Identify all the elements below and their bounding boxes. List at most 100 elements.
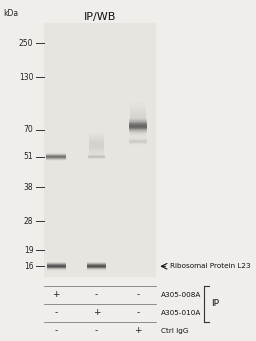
Bar <box>130 110 146 112</box>
Text: IP/WB: IP/WB <box>84 12 116 21</box>
Bar <box>130 138 146 139</box>
Bar <box>129 129 146 130</box>
Bar <box>129 131 146 132</box>
Bar <box>130 125 146 126</box>
Bar <box>89 133 104 134</box>
Bar <box>130 115 146 116</box>
Text: Ctrl IgG: Ctrl IgG <box>161 328 188 334</box>
Bar <box>130 128 146 129</box>
Bar <box>89 151 104 152</box>
Text: -: - <box>95 326 98 336</box>
Bar <box>89 144 104 145</box>
Bar <box>89 156 104 157</box>
Bar <box>129 134 146 135</box>
Bar <box>130 129 146 130</box>
Bar <box>130 106 146 107</box>
Bar <box>130 122 146 123</box>
Text: 70: 70 <box>24 125 33 134</box>
Bar <box>129 126 146 127</box>
Bar <box>89 140 104 141</box>
Text: 28: 28 <box>24 217 33 226</box>
Text: -: - <box>55 309 58 317</box>
Text: A305-008A: A305-008A <box>161 292 201 298</box>
Bar <box>89 147 104 148</box>
Bar <box>129 120 146 121</box>
Bar <box>129 130 146 131</box>
Bar <box>130 114 146 115</box>
Text: 250: 250 <box>19 39 33 48</box>
Bar <box>129 122 146 123</box>
Bar <box>89 155 104 156</box>
Bar <box>130 140 146 141</box>
Bar <box>129 127 146 128</box>
Text: -: - <box>136 291 140 299</box>
Bar <box>130 130 146 131</box>
Bar <box>130 126 146 127</box>
Bar <box>129 119 146 120</box>
Bar <box>130 121 146 122</box>
Bar <box>130 118 146 119</box>
Bar <box>89 146 104 147</box>
Text: +: + <box>93 309 100 317</box>
Text: 130: 130 <box>19 73 33 81</box>
Text: 19: 19 <box>24 246 33 255</box>
Text: 38: 38 <box>24 183 33 192</box>
Bar <box>89 138 104 139</box>
Bar <box>130 127 146 128</box>
Bar <box>89 148 104 149</box>
Bar <box>130 112 146 113</box>
Bar <box>89 145 104 146</box>
Bar <box>89 154 104 155</box>
Bar <box>129 123 146 124</box>
Bar <box>130 135 146 136</box>
Text: +: + <box>52 291 60 299</box>
Bar <box>89 150 104 151</box>
Text: -: - <box>95 291 98 299</box>
Text: 16: 16 <box>24 262 33 271</box>
Bar <box>130 103 146 104</box>
Text: IP: IP <box>211 299 219 309</box>
Bar <box>89 137 104 138</box>
Bar <box>130 133 146 134</box>
Bar <box>130 113 146 114</box>
Bar <box>130 120 146 121</box>
Text: -: - <box>55 326 58 336</box>
Text: 51: 51 <box>24 152 33 161</box>
Bar <box>89 149 104 150</box>
Bar <box>130 105 146 106</box>
Bar <box>130 134 146 135</box>
Bar <box>130 131 146 132</box>
Bar <box>89 139 104 140</box>
Bar <box>130 119 146 120</box>
Bar <box>129 128 146 129</box>
Bar <box>89 134 104 135</box>
Text: -: - <box>136 309 140 317</box>
Text: Ribosomal Protein L23: Ribosomal Protein L23 <box>170 263 251 269</box>
Bar <box>130 116 146 117</box>
Bar <box>89 157 104 158</box>
Bar <box>130 117 146 118</box>
Bar <box>89 132 104 133</box>
Bar <box>129 125 146 126</box>
Bar <box>130 102 146 103</box>
Bar <box>89 135 104 136</box>
Bar <box>89 143 104 144</box>
Bar <box>89 141 104 142</box>
Bar <box>130 137 146 138</box>
Bar <box>89 153 104 154</box>
Text: A305-010A: A305-010A <box>161 310 201 316</box>
Bar <box>129 124 146 125</box>
Bar <box>130 124 146 125</box>
Bar <box>130 109 146 110</box>
Bar <box>130 104 146 105</box>
Bar <box>89 142 104 143</box>
Text: +: + <box>134 326 142 336</box>
Bar <box>129 118 146 119</box>
Bar <box>130 123 146 124</box>
Bar <box>89 152 104 153</box>
Text: kDa: kDa <box>3 9 18 18</box>
Bar <box>130 108 146 109</box>
Bar <box>129 121 146 122</box>
Bar <box>89 136 104 137</box>
Bar <box>130 132 146 133</box>
